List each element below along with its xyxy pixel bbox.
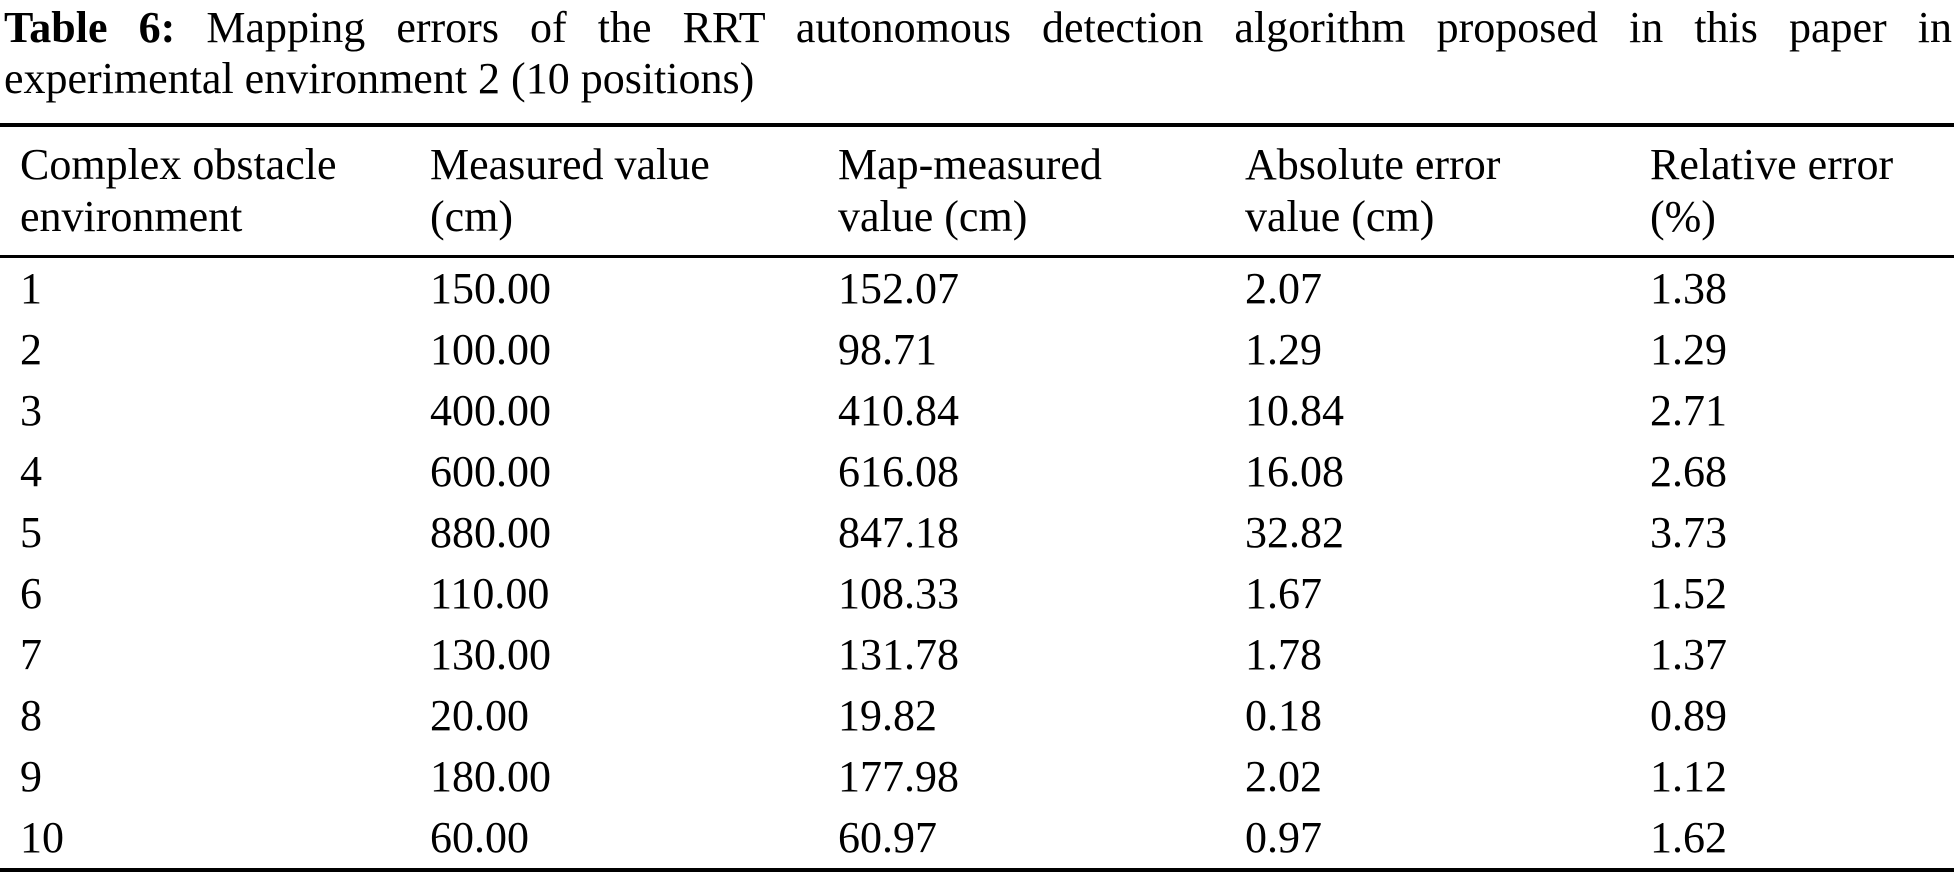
cell-map-measured-value: 177.98 <box>838 752 959 801</box>
cell-measured-value: 600.00 <box>430 447 551 496</box>
table-row: 6 110.00 108.33 1.67 1.52 <box>0 563 1954 624</box>
cell-absolute-error-value: 2.02 <box>1245 752 1322 801</box>
cell-relative-error: 1.52 <box>1650 569 1727 618</box>
table-row: 3 400.00 410.84 10.84 2.71 <box>0 380 1954 441</box>
cell-map-measured-value: 410.84 <box>838 386 959 435</box>
table-row: 9 180.00 177.98 2.02 1.12 <box>0 746 1954 807</box>
cell-measured-value: 110.00 <box>430 569 550 618</box>
cell-measured-value: 130.00 <box>430 630 551 679</box>
table-row: 10 60.00 60.97 0.97 1.62 <box>0 807 1954 870</box>
cell-environment: 2 <box>20 325 42 374</box>
cell-measured-value: 880.00 <box>430 508 551 557</box>
cell-relative-error: 1.12 <box>1650 752 1727 801</box>
cell-environment: 7 <box>20 630 42 679</box>
cell-environment: 9 <box>20 752 42 801</box>
cell-environment: 8 <box>20 691 42 740</box>
cell-absolute-error-value: 32.82 <box>1245 508 1344 557</box>
cell-map-measured-value: 108.33 <box>838 569 959 618</box>
cell-relative-error: 2.68 <box>1650 447 1727 496</box>
table-row: 2 100.00 98.71 1.29 1.29 <box>0 319 1954 380</box>
cell-relative-error: 2.71 <box>1650 386 1727 435</box>
cell-absolute-error-value: 0.18 <box>1245 691 1322 740</box>
cell-map-measured-value: 98.71 <box>838 325 937 374</box>
cell-measured-value: 400.00 <box>430 386 551 435</box>
cell-absolute-error-value: 10.84 <box>1245 386 1344 435</box>
cell-environment: 6 <box>20 569 42 618</box>
mapping-errors-table: Complex obstacle environment Measured val… <box>0 123 1954 872</box>
cell-environment: 10 <box>20 813 64 862</box>
table-row: 7 130.00 131.78 1.78 1.37 <box>0 624 1954 685</box>
cell-environment: 1 <box>20 264 42 313</box>
cell-environment: 3 <box>20 386 42 435</box>
cell-absolute-error-value: 0.97 <box>1245 813 1322 862</box>
cell-map-measured-value: 616.08 <box>838 447 959 496</box>
cell-absolute-error-value: 1.78 <box>1245 630 1322 679</box>
column-header-absolute-error-value: Absolute error value (cm) <box>1245 125 1650 258</box>
cell-map-measured-value: 847.18 <box>838 508 959 557</box>
table-row: 5 880.00 847.18 32.82 3.73 <box>0 502 1954 563</box>
table-row: 4 600.00 616.08 16.08 2.68 <box>0 441 1954 502</box>
cell-environment: 5 <box>20 508 42 557</box>
cell-relative-error: 0.89 <box>1650 691 1727 740</box>
cell-absolute-error-value: 2.07 <box>1245 264 1322 313</box>
cell-map-measured-value: 19.82 <box>838 691 937 740</box>
cell-absolute-error-value: 16.08 <box>1245 447 1344 496</box>
table-row: 8 20.00 19.82 0.18 0.89 <box>0 685 1954 746</box>
cell-absolute-error-value: 1.67 <box>1245 569 1322 618</box>
column-header-environment: Complex obstacle environment <box>0 125 430 258</box>
table-caption-label: Table 6: <box>4 3 176 52</box>
cell-relative-error: 1.38 <box>1650 264 1727 313</box>
table-caption-text-line2: experimental environment 2 (10 positions… <box>4 54 755 103</box>
cell-environment: 4 <box>20 447 42 496</box>
cell-map-measured-value: 131.78 <box>838 630 959 679</box>
caption-line-1: Table 6: Mapping errors of the RRT auton… <box>4 2 1952 53</box>
column-header-map-measured-value: Map-measured value (cm) <box>838 125 1245 258</box>
column-header-measured-value: Measured value (cm) <box>430 125 838 258</box>
cell-measured-value: 180.00 <box>430 752 551 801</box>
table-caption-text-line1: Mapping errors of the RRT autonomous det… <box>206 3 1952 52</box>
cell-measured-value: 150.00 <box>430 264 551 313</box>
cell-relative-error: 1.37 <box>1650 630 1727 679</box>
column-header-relative-error: Relative error (%) <box>1650 125 1954 258</box>
cell-map-measured-value: 60.97 <box>838 813 937 862</box>
table-row: 1 150.00 152.07 2.07 1.38 <box>0 257 1954 320</box>
cell-measured-value: 100.00 <box>430 325 551 374</box>
cell-absolute-error-value: 1.29 <box>1245 325 1322 374</box>
cell-relative-error: 1.62 <box>1650 813 1727 862</box>
table-body: 1 150.00 152.07 2.07 1.38 2 100.00 98.71 1.29 1.2… <box>0 257 1954 871</box>
cell-measured-value: 60.00 <box>430 813 529 862</box>
cell-relative-error: 1.29 <box>1650 325 1727 374</box>
cell-measured-value: 20.00 <box>430 691 529 740</box>
cell-map-measured-value: 152.07 <box>838 264 959 313</box>
table-header-row: Complex obstacle environment Measured val… <box>0 125 1954 258</box>
cell-relative-error: 3.73 <box>1650 508 1727 557</box>
table-caption: Table 6: Mapping errors of the RRT auton… <box>0 0 1952 104</box>
